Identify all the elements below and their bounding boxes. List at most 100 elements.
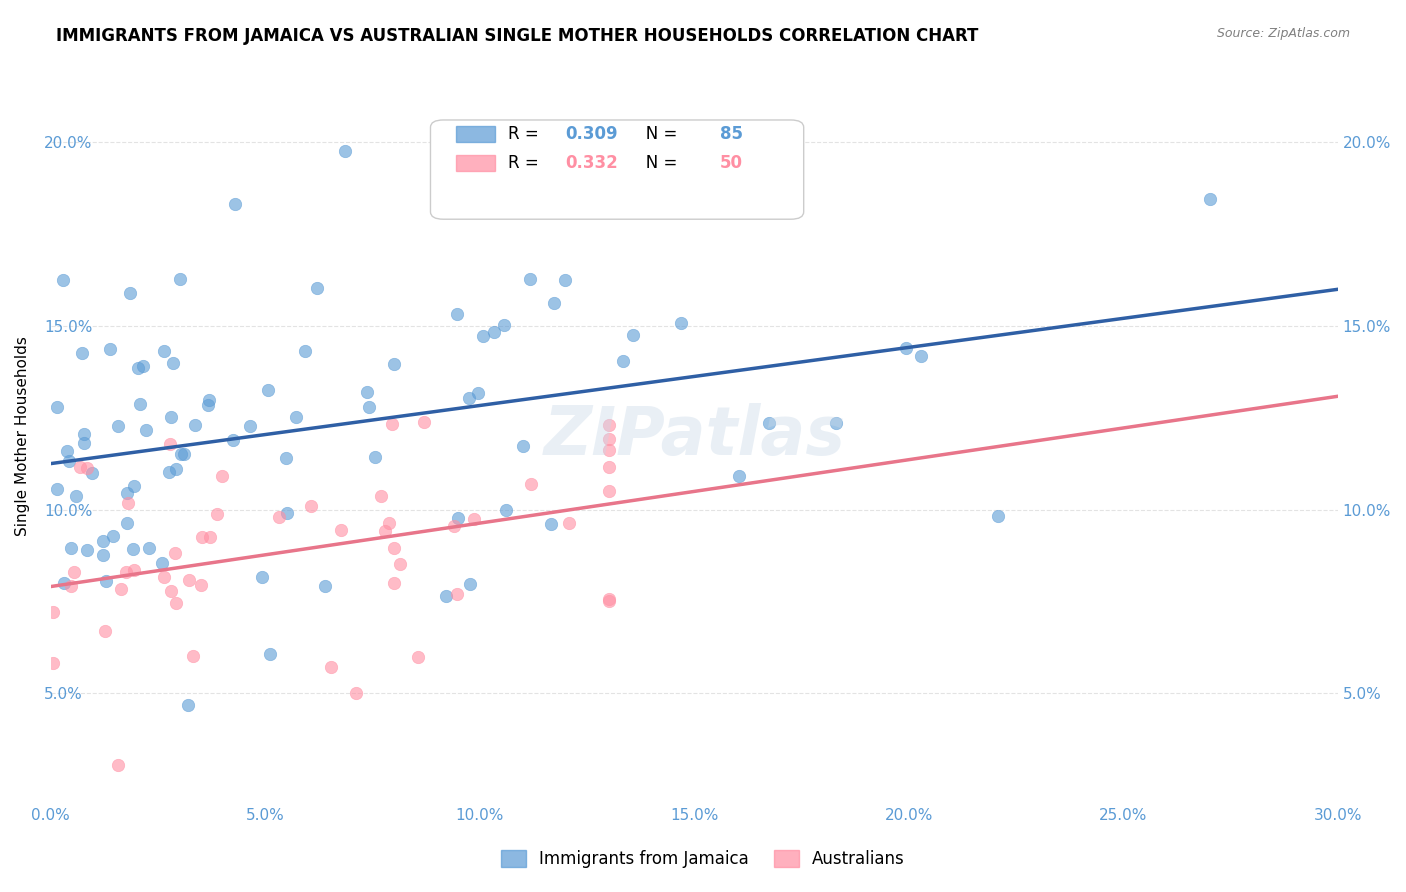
Point xyxy=(127,361,149,376)
Point xyxy=(191,530,214,544)
Bar xyxy=(456,155,495,171)
Point xyxy=(434,589,457,603)
Point xyxy=(163,546,186,560)
Point xyxy=(165,462,187,476)
Point xyxy=(467,386,489,401)
Point xyxy=(250,570,273,584)
Bar xyxy=(456,126,495,142)
Point xyxy=(520,477,543,491)
Point xyxy=(598,483,620,498)
Point xyxy=(356,385,378,400)
Point xyxy=(93,549,115,563)
Point xyxy=(179,573,201,587)
Point xyxy=(612,354,634,368)
Point xyxy=(159,437,181,451)
Point xyxy=(1198,192,1220,206)
Point xyxy=(457,391,479,405)
Point xyxy=(344,686,367,700)
Point xyxy=(135,423,157,437)
Point xyxy=(333,144,356,158)
Point xyxy=(259,647,281,661)
Point xyxy=(381,417,404,431)
Point xyxy=(446,307,468,321)
Point xyxy=(122,479,145,493)
Point xyxy=(197,398,219,412)
Point xyxy=(190,577,212,591)
Text: N =: N = xyxy=(630,125,682,143)
Point xyxy=(482,326,505,340)
Point xyxy=(598,592,620,607)
Point xyxy=(894,341,917,355)
Point xyxy=(157,465,180,479)
Point xyxy=(176,698,198,712)
Point xyxy=(519,272,541,286)
Point xyxy=(184,418,207,433)
Point xyxy=(118,285,141,300)
Point xyxy=(285,410,308,425)
Point xyxy=(598,459,620,474)
Point xyxy=(110,582,132,596)
Point xyxy=(987,508,1010,523)
Point xyxy=(122,541,145,556)
Point xyxy=(60,541,83,555)
Point xyxy=(330,523,353,537)
Point xyxy=(76,542,98,557)
Point xyxy=(62,566,84,580)
Point xyxy=(374,524,396,538)
Point xyxy=(222,434,245,448)
Point xyxy=(170,447,193,461)
Point xyxy=(294,343,316,358)
Point xyxy=(471,329,494,343)
Point xyxy=(94,624,117,638)
Point xyxy=(384,541,406,555)
Point xyxy=(70,346,93,360)
Text: R =: R = xyxy=(508,154,544,172)
Point xyxy=(669,316,692,330)
Point xyxy=(165,596,187,610)
Point xyxy=(107,757,129,772)
Point xyxy=(115,565,138,579)
Point xyxy=(825,416,848,430)
Point xyxy=(378,516,401,530)
Point xyxy=(73,427,96,442)
Point xyxy=(169,272,191,286)
Point xyxy=(463,511,485,525)
Point xyxy=(98,342,121,356)
Point xyxy=(94,574,117,588)
Point xyxy=(458,576,481,591)
Point xyxy=(558,516,581,531)
Point xyxy=(382,576,405,591)
Point xyxy=(495,503,517,517)
Point xyxy=(910,350,932,364)
Point xyxy=(181,648,204,663)
Text: N =: N = xyxy=(630,154,682,172)
Point xyxy=(299,499,322,513)
Point xyxy=(256,383,278,397)
Point xyxy=(540,517,562,532)
Point xyxy=(198,392,221,407)
Legend: Immigrants from Jamaica, Australians: Immigrants from Jamaica, Australians xyxy=(495,843,911,875)
Point xyxy=(138,541,160,555)
Point xyxy=(122,563,145,577)
Point xyxy=(58,454,80,468)
Point xyxy=(276,506,298,520)
Point xyxy=(598,443,620,458)
Text: 50: 50 xyxy=(720,154,742,172)
Point xyxy=(46,482,69,496)
Point xyxy=(443,519,465,533)
Point xyxy=(598,594,620,608)
Point xyxy=(42,657,65,671)
Point xyxy=(382,357,405,371)
Point xyxy=(107,419,129,434)
Point xyxy=(446,587,468,601)
Point xyxy=(153,343,176,358)
Point xyxy=(117,516,139,531)
Point xyxy=(543,295,565,310)
Point xyxy=(555,194,578,209)
Point xyxy=(117,496,139,510)
Y-axis label: Single Mother Households: Single Mother Households xyxy=(15,336,30,536)
Point xyxy=(758,416,780,430)
Point xyxy=(239,419,262,434)
Point xyxy=(406,649,429,664)
Point xyxy=(211,469,233,483)
